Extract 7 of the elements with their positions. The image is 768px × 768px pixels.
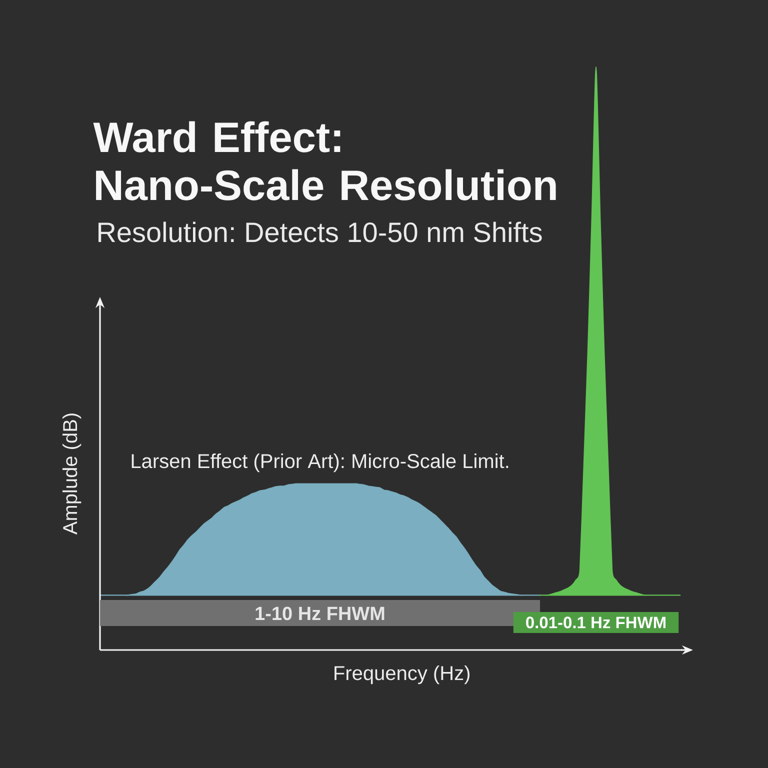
y-axis-title: Amplude (dB) <box>62 414 82 535</box>
x-axis-title: Frequency (Hz) <box>334 666 470 684</box>
annotation: 0.01-0.1 Hz FHWM <box>526 616 666 628</box>
text: Resolution: Detects 10-50 nm Shifts <box>98 222 542 242</box>
annotation: Larsen Effect (Prior Art): Micro-Scale Limit. <box>132 453 508 472</box>
annotation: 1-10 Hz FHWM <box>256 606 384 620</box>
text: Ward Effect: Nano-Scale Resolution <box>93 121 556 200</box>
